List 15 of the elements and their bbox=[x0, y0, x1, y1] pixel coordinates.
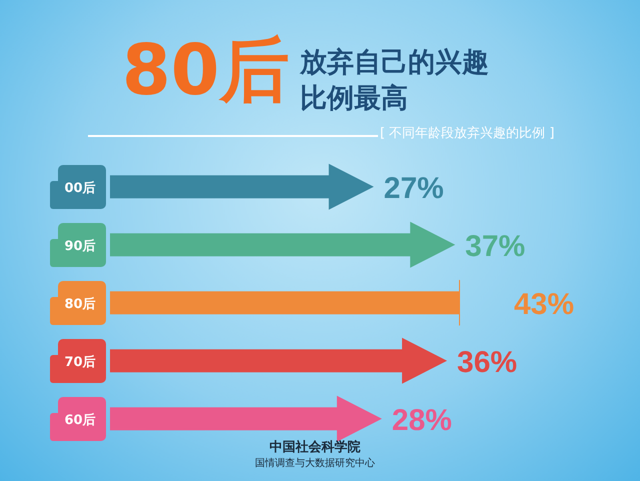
y-tick-label: 70后 bbox=[64, 354, 96, 370]
text: 国情调查与大数据研究中心 bbox=[255, 456, 375, 470]
y-tick-label: 90后 bbox=[64, 238, 96, 254]
y-tick-label: 60后 bbox=[64, 412, 96, 428]
data-label: 28% bbox=[392, 404, 452, 437]
data-label: 43% bbox=[514, 288, 574, 321]
chart-subtitle: 放弃自己的兴趣比例最高 bbox=[300, 46, 490, 116]
data-label: 36% bbox=[457, 346, 518, 379]
y-tick-label: 80后 bbox=[64, 296, 96, 312]
y-tick-label: 00后 bbox=[64, 180, 96, 196]
chart-title: 80后 bbox=[122, 29, 290, 111]
data-label: 37% bbox=[465, 230, 526, 263]
data-label: 27% bbox=[384, 172, 444, 205]
text: [ 不同年龄段放弃兴趣的比例 ] bbox=[380, 125, 554, 142]
annotation: 中国社会科学院 bbox=[268, 438, 362, 456]
